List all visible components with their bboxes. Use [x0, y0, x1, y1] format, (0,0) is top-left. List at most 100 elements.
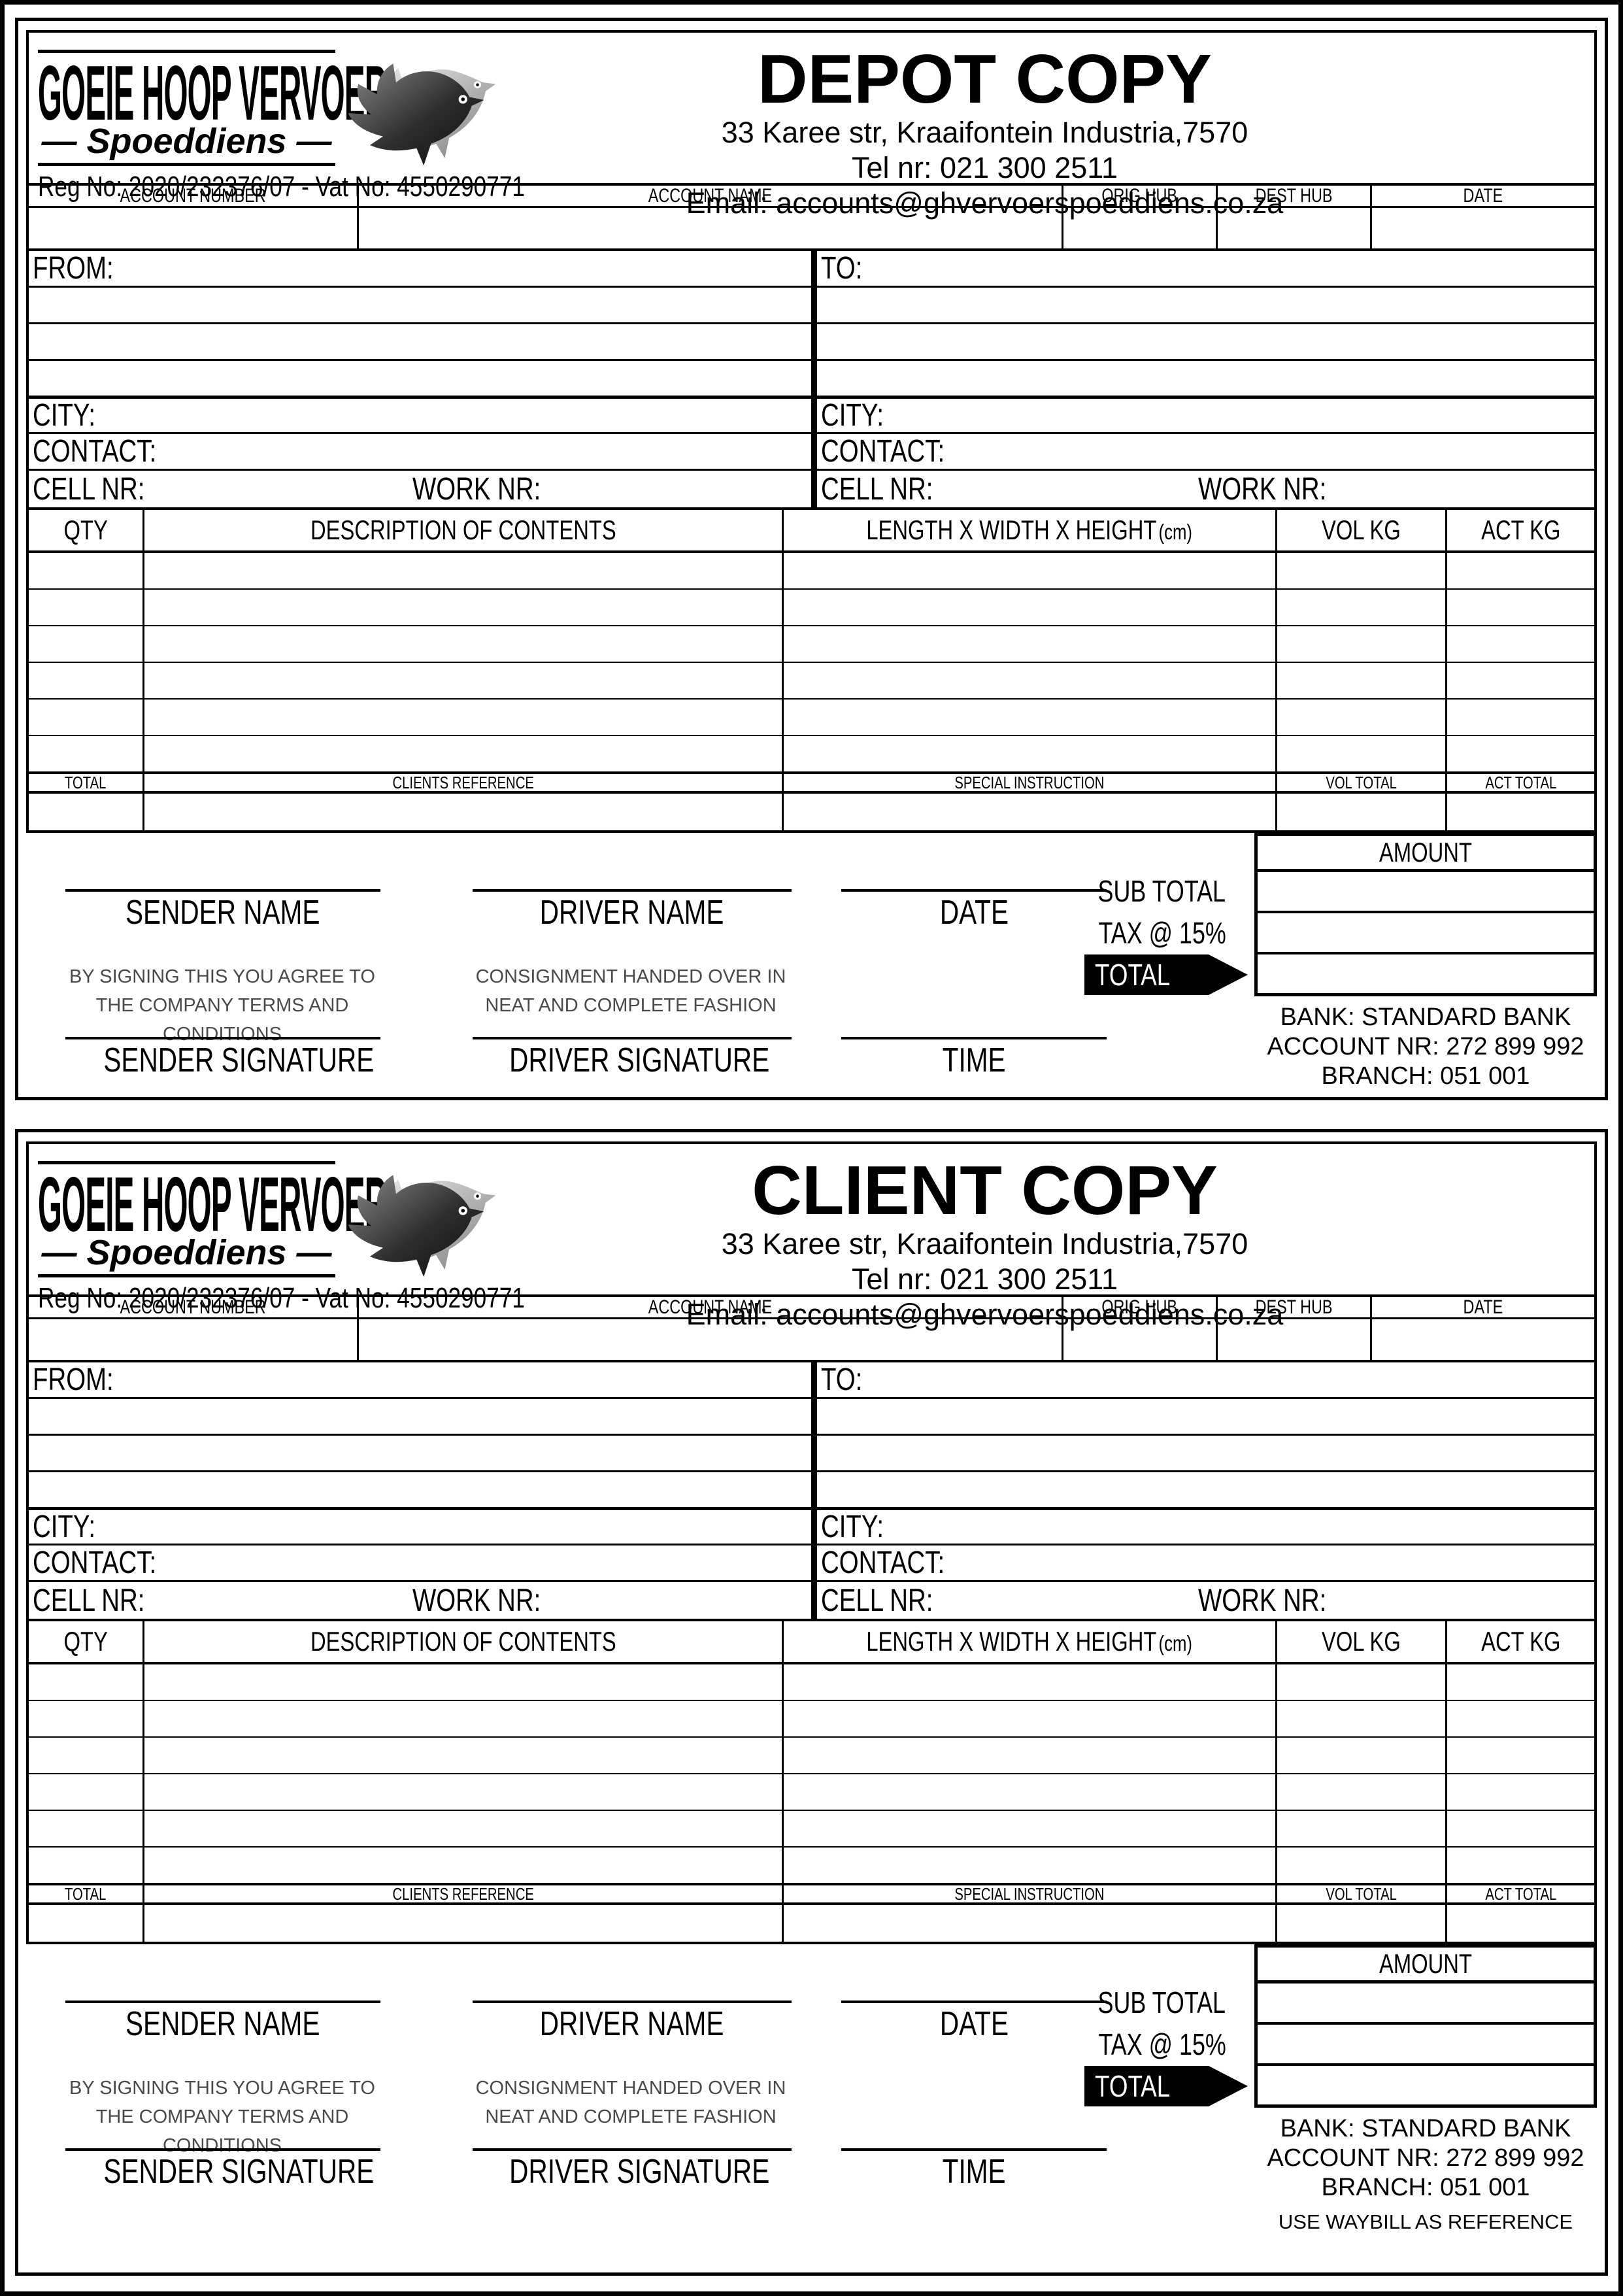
- item-cell: [784, 626, 1277, 663]
- vol-kg-header: VOL KG: [1277, 1621, 1447, 1664]
- from-to-block: FROM: CITY: CONTACT: CELL NR: WORK NR: T…: [26, 1362, 1597, 1621]
- total-footer-field: [29, 794, 144, 830]
- date-line: [841, 889, 1107, 892]
- copy-header: GOEIE HOOP VERVOER — Spoeddiens — Reg No…: [26, 1141, 1597, 1331]
- item-cell: [784, 1848, 1277, 1884]
- driver-terms-text: CONSIGNMENT HANDED OVER IN NEAT AND COMP…: [475, 2078, 786, 2127]
- total-arrow-label: TOTAL: [1084, 954, 1248, 995]
- orig-hub-field: [1063, 208, 1218, 248]
- item-cell: [29, 663, 144, 700]
- from-to-block: FROM: CITY: CONTACT: CELL NR: WORK NR: T…: [26, 251, 1597, 510]
- from-address-line: [29, 1399, 811, 1436]
- item-cell: [784, 663, 1277, 700]
- waybill-copy: GOEIE HOOP VERVOER — Spoeddiens — Reg No…: [15, 1129, 1608, 2276]
- account-name-label: ACCOUNT NAME: [359, 1296, 1063, 1319]
- special-instruction-label: SPECIAL INSTRUCTION: [784, 773, 1277, 794]
- item-cell: [1447, 553, 1594, 590]
- from-city-row: CITY:: [29, 1509, 811, 1545]
- company-tagline: — Spoeddiens —: [41, 1233, 332, 1272]
- item-cell: [29, 1738, 144, 1774]
- vol-total-field: [1277, 794, 1447, 830]
- item-cell: [784, 736, 1277, 773]
- item-cell: [1277, 1811, 1447, 1848]
- clients-reference-field: [144, 1905, 784, 1942]
- vol-total-label: VOL TOTAL: [1277, 1884, 1447, 1905]
- orig-hub-label: ORIG HUB: [1063, 185, 1218, 208]
- date-signing-label: DATE: [939, 2005, 1009, 2043]
- time-line: [841, 1037, 1107, 1039]
- qty-header: QTY: [29, 510, 144, 553]
- item-cell: [29, 1811, 144, 1848]
- from-column: FROM: CITY: CONTACT: CELL NR: WORK NR:: [29, 251, 817, 507]
- dest-hub-label: DEST HUB: [1218, 1296, 1372, 1319]
- item-cell: [29, 1848, 144, 1884]
- account-number-field: [29, 208, 359, 248]
- bank-branch: BRANCH: 051 001: [1321, 2174, 1530, 2201]
- copy-title: CLIENT COPY: [752, 1152, 1218, 1229]
- account-row: ACCOUNT NUMBER ACCOUNT NAME ORIG HUB DES…: [26, 1296, 1597, 1362]
- company-logo-block: GOEIE HOOP VERVOER — Spoeddiens — Reg No…: [38, 50, 525, 204]
- to-address-line: [817, 324, 1594, 361]
- driver-name-line: [473, 889, 792, 892]
- logo-rule-top: [38, 1161, 335, 1164]
- driver-name-line: [473, 2001, 792, 2003]
- sender-name-line: [65, 2001, 380, 2003]
- item-cell: [29, 553, 144, 590]
- total-footer-label: TOTAL: [29, 773, 144, 794]
- to-city-row: CITY:: [817, 1509, 1594, 1545]
- to-address-line: [817, 1436, 1594, 1472]
- title-block: CLIENT COPY 33 Karee str, Kraaifontein I…: [395, 1155, 1575, 1332]
- from-address-line: [29, 1472, 811, 1509]
- item-cell: [1277, 1738, 1447, 1774]
- from-cell-row: CELL NR: WORK NR:: [33, 471, 541, 507]
- from-contact-row: CONTACT:: [29, 1545, 811, 1582]
- item-cell: [29, 1774, 144, 1811]
- item-cell: [1447, 1774, 1594, 1811]
- driver-name-label: DRIVER NAME: [540, 2005, 724, 2043]
- act-kg-header: ACT KG: [1447, 1621, 1594, 1664]
- to-contact-row: CONTACT:: [817, 1545, 1594, 1582]
- signing-and-totals: SENDER NAME DRIVER NAME DATE BY SIGNING …: [26, 1944, 1597, 2272]
- swallow-birds-icon: [348, 63, 496, 166]
- amount-box: AMOUNT: [1254, 833, 1597, 996]
- item-cell: [1447, 700, 1594, 736]
- company-address: 33 Karee str, Kraaifontein Industria,757…: [721, 116, 1248, 149]
- signing-and-totals: SENDER NAME DRIVER NAME DATE BY SIGNING …: [26, 833, 1597, 1097]
- orig-hub-field: [1063, 1319, 1218, 1360]
- item-cell: [784, 1811, 1277, 1848]
- tax-label: TAX @ 15%: [1098, 916, 1226, 950]
- item-cell: [144, 590, 784, 626]
- to-column: TO: CITY: CONTACT: CELL NR: WORK NR:: [817, 1362, 1594, 1619]
- item-cell: [1277, 626, 1447, 663]
- total-arrow-label: TOTAL: [1084, 2066, 1248, 2106]
- driver-signature-label: DRIVER SIGNATURE: [509, 1041, 770, 1079]
- bank-branch: BRANCH: 051 001: [1321, 1062, 1530, 1090]
- time-line: [841, 2148, 1107, 2151]
- item-cell: [1447, 1811, 1594, 1848]
- from-address-line: [29, 324, 811, 361]
- item-cell: [1277, 663, 1447, 700]
- special-instruction-field: [784, 794, 1277, 830]
- bank-details: BANK: STANDARD BANK ACCOUNT NR: 272 899 …: [1254, 2114, 1597, 2234]
- item-cell: [1277, 1664, 1447, 1701]
- company-tel: Tel nr: 021 300 2511: [852, 151, 1118, 184]
- total-field: [1258, 954, 1594, 993]
- company-tel: Tel nr: 021 300 2511: [852, 1262, 1118, 1296]
- item-cell: [144, 700, 784, 736]
- logo-rule-bottom: [38, 163, 335, 166]
- item-cell: [1277, 1701, 1447, 1738]
- sender-signature-label: SENDER SIGNATURE: [103, 1041, 375, 1079]
- sender-name-label: SENDER NAME: [125, 894, 320, 932]
- vol-total-field: [1277, 1905, 1447, 1942]
- sender-name-label: SENDER NAME: [125, 2005, 320, 2043]
- sender-signature-line: [65, 2148, 380, 2151]
- clients-reference-label: CLIENTS REFERENCE: [144, 773, 784, 794]
- from-address-line: [29, 361, 811, 397]
- from-address-line: [29, 288, 811, 324]
- time-label: TIME: [942, 1041, 1006, 1079]
- date-signing-label: DATE: [939, 894, 1009, 932]
- driver-signature-line: [473, 2148, 792, 2151]
- clients-reference-field: [144, 794, 784, 830]
- amount-header: AMOUNT: [1258, 1948, 1594, 1984]
